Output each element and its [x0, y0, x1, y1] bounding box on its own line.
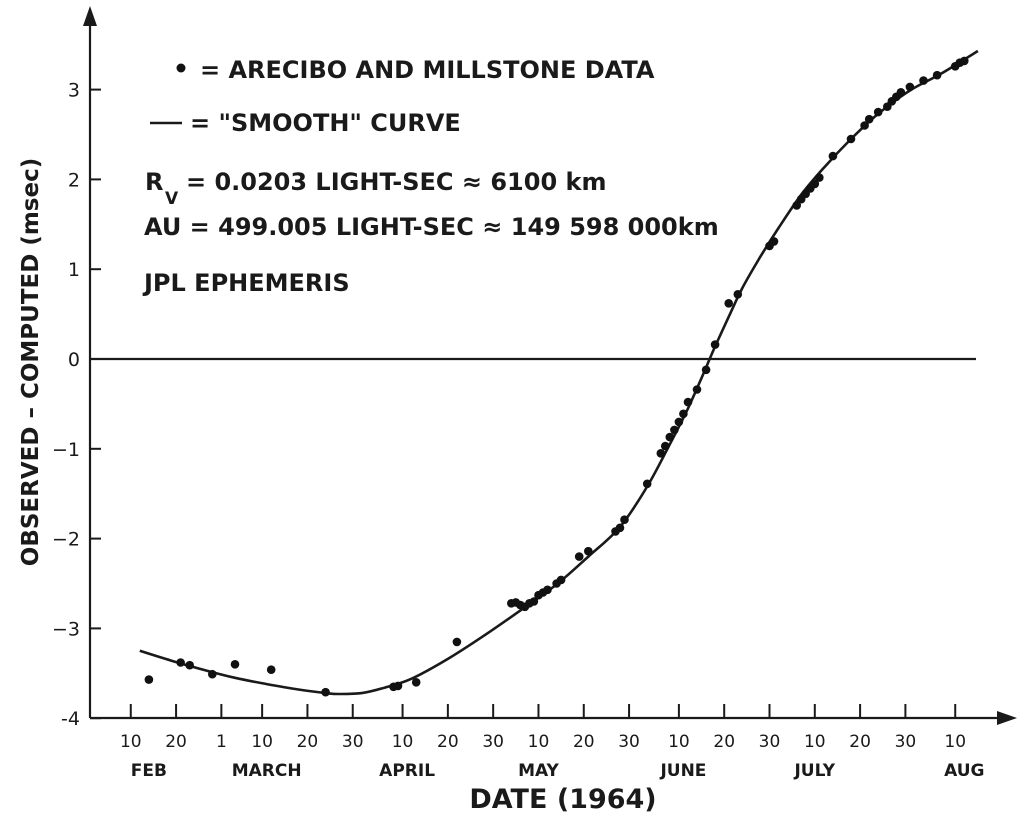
x-tick-label: 10	[120, 732, 142, 752]
data-point	[661, 441, 670, 451]
legend-point-marker	[176, 63, 186, 73]
x-ticks: 10 20 1 10 20 30 10 20 30 10 20 30 10 20 30 10 20 30 10	[120, 704, 966, 752]
x-tick-label: 10	[944, 732, 966, 752]
y-tick-label: -4	[61, 708, 80, 730]
x-tick-label: 20	[573, 732, 595, 752]
x-tick-label: 10	[668, 732, 690, 752]
legend-points-label: = ARECIBO AND MILLSTONE DATA	[200, 56, 655, 84]
month-label: MARCH	[232, 761, 302, 781]
data-point	[452, 637, 462, 647]
data-point	[574, 552, 584, 561]
data-point	[815, 173, 824, 182]
data-point	[710, 340, 720, 349]
month-label: MAY	[518, 761, 559, 781]
x-tick-label: 10	[528, 732, 550, 752]
data-point	[769, 237, 779, 246]
month-label: JUNE	[659, 761, 706, 781]
y-tick-label: 1	[68, 259, 80, 281]
y-axis-arrow	[83, 6, 97, 26]
month-label: FEB	[131, 761, 167, 781]
rv-text: = 0.0203 LIGHT-SEC ≈ 6100 km	[186, 168, 606, 196]
y-tick-label: 0	[68, 349, 80, 371]
data-point	[642, 479, 652, 489]
rv-subscript: V	[165, 189, 179, 209]
data-point	[144, 675, 154, 684]
x-tick-label: 30	[618, 732, 640, 752]
data-point	[615, 523, 625, 533]
data-point	[919, 76, 928, 85]
data-point	[846, 134, 856, 144]
x-tick-label: 20	[437, 732, 459, 752]
data-point	[896, 88, 906, 97]
x-tick-label: 20	[713, 732, 735, 752]
legend-curve-label: = "SMOOTH" CURVE	[190, 109, 461, 137]
data-point	[185, 660, 194, 670]
data-point	[321, 687, 330, 697]
data-point	[692, 385, 702, 394]
data-point	[674, 417, 684, 427]
x-axis-arrow	[997, 711, 1017, 725]
data-point	[411, 678, 421, 687]
y-ticks: 3 2 1 0 −1 −2 −3 -4	[52, 80, 101, 730]
data-point	[683, 397, 693, 407]
x-tick-label: 10	[392, 732, 414, 752]
au-text: AU = 499.005 LIGHT-SEC ≈ 149 598 000km	[144, 213, 719, 241]
data-point	[670, 425, 679, 435]
data-point	[584, 546, 593, 556]
y-tick-label: 2	[68, 169, 80, 191]
data-point	[266, 665, 276, 674]
data-point	[393, 681, 403, 691]
data-point	[529, 597, 539, 606]
x-tick-label: 1	[216, 732, 227, 752]
rv-symbol: R	[145, 168, 163, 196]
x-tick-label: 30	[759, 732, 781, 752]
x-tick-label: 10	[804, 732, 826, 752]
data-point	[679, 409, 688, 419]
x-tick-label: 30	[895, 732, 917, 752]
data-point	[701, 365, 711, 375]
data-point	[556, 575, 566, 585]
data-point	[864, 114, 874, 124]
data-point	[620, 515, 629, 524]
data-point	[828, 151, 838, 161]
data-point	[656, 449, 666, 458]
data-point	[665, 432, 675, 442]
data-point	[176, 658, 185, 667]
data-points	[144, 56, 969, 697]
x-tick-label: 30	[342, 732, 364, 752]
data-point	[230, 660, 240, 669]
y-tick-label: −2	[52, 529, 80, 551]
x-tick-label: 30	[482, 732, 504, 752]
month-label: AUG	[944, 761, 984, 781]
data-point	[810, 179, 820, 189]
data-point	[873, 107, 883, 117]
month-labels: FEB MARCH APRIL MAY JUNE JULY AUG	[131, 761, 985, 781]
data-point	[932, 70, 942, 80]
data-point	[733, 290, 743, 299]
x-tick-label: 20	[849, 732, 871, 752]
x-tick-label: 10	[251, 732, 273, 752]
month-label: APRIL	[379, 761, 435, 781]
month-label: JULY	[793, 761, 835, 781]
ephemeris-text: JPL EPHEMERIS	[142, 269, 350, 297]
x-tick-label: 20	[165, 732, 187, 752]
data-point	[960, 56, 969, 66]
data-point	[543, 585, 552, 595]
y-axis-title: OBSERVED – COMPUTED (msec)	[18, 158, 44, 566]
smooth-curve	[139, 49, 979, 696]
x-axis-title: DATE (1964)	[469, 784, 656, 815]
y-tick-label: 3	[68, 80, 80, 102]
y-tick-label: −1	[52, 439, 80, 461]
data-point	[724, 299, 733, 308]
data-point	[208, 669, 217, 679]
data-point	[860, 121, 869, 130]
x-tick-label: 20	[297, 732, 319, 752]
data-point	[792, 201, 801, 210]
data-point	[905, 82, 915, 92]
y-tick-label: −3	[52, 618, 80, 640]
